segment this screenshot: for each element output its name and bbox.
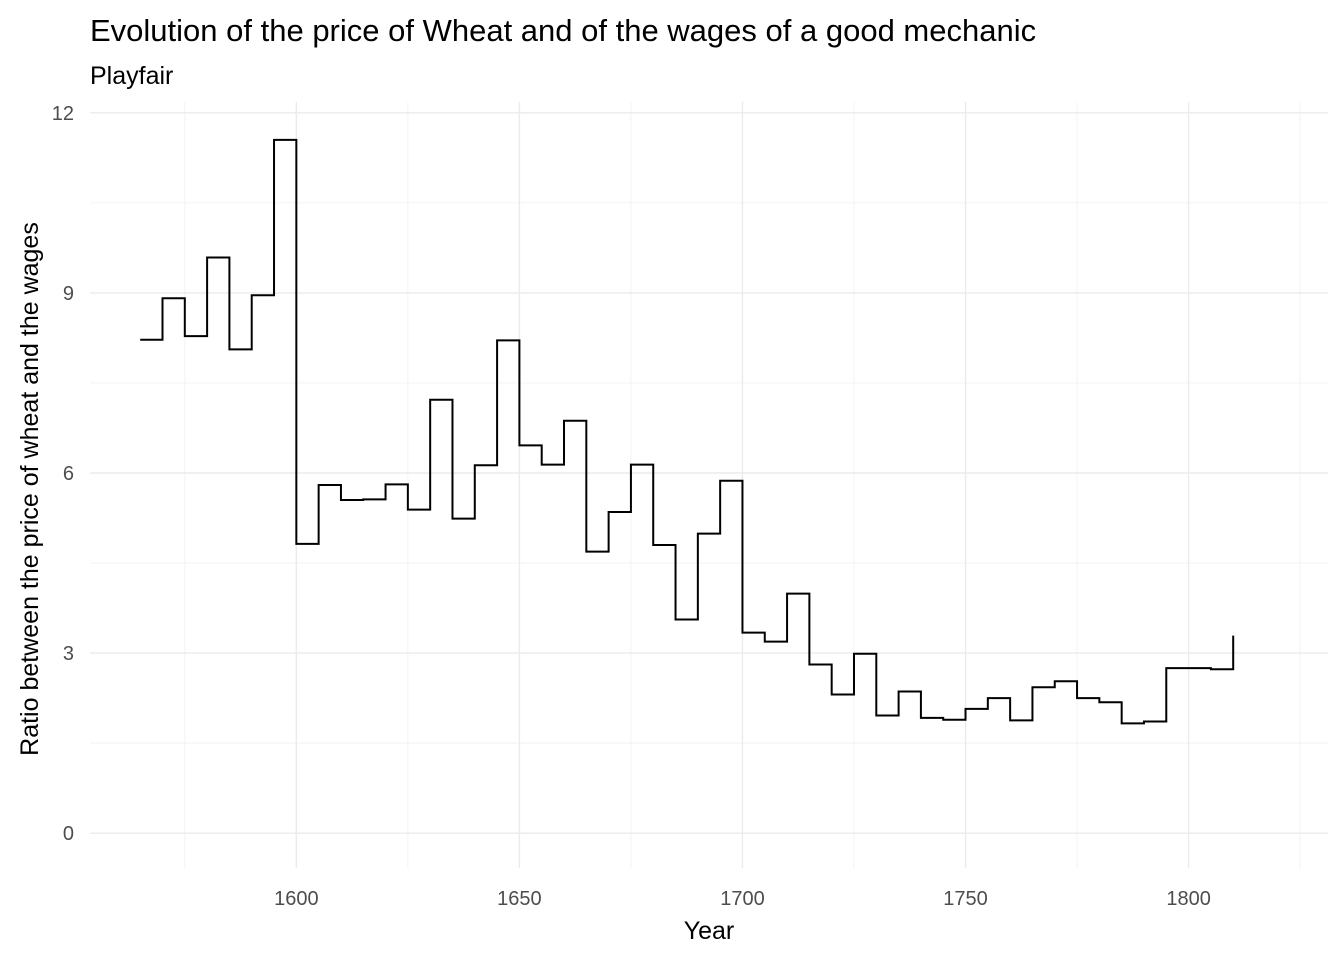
y-axis-title: Ratio between the price of wheat and the…	[16, 222, 44, 756]
x-tick-label: 1700	[720, 888, 765, 910]
y-tick-label: 3	[63, 643, 74, 665]
series-step-line	[140, 138, 1235, 725]
chart-subtitle: Playfair	[90, 62, 173, 90]
x-axis-tick-labels: 1600 1650 1700 1750 1800	[274, 888, 1211, 910]
chart-title: Evolution of the price of Wheat and of t…	[90, 13, 1036, 48]
x-tick-label: 1750	[943, 888, 988, 910]
y-tick-label: 12	[52, 103, 74, 125]
y-tick-label: 6	[63, 463, 74, 485]
y-tick-label: 9	[63, 283, 74, 305]
x-tick-label: 1600	[274, 888, 319, 910]
series-layer	[140, 138, 1235, 725]
x-tick-label: 1800	[1166, 888, 1211, 910]
y-tick-label: 0	[63, 823, 74, 845]
x-axis-title: Year	[684, 917, 735, 945]
x-tick-label: 1650	[497, 888, 542, 910]
y-axis-tick-labels: 0 3 6 9 12	[52, 103, 74, 845]
